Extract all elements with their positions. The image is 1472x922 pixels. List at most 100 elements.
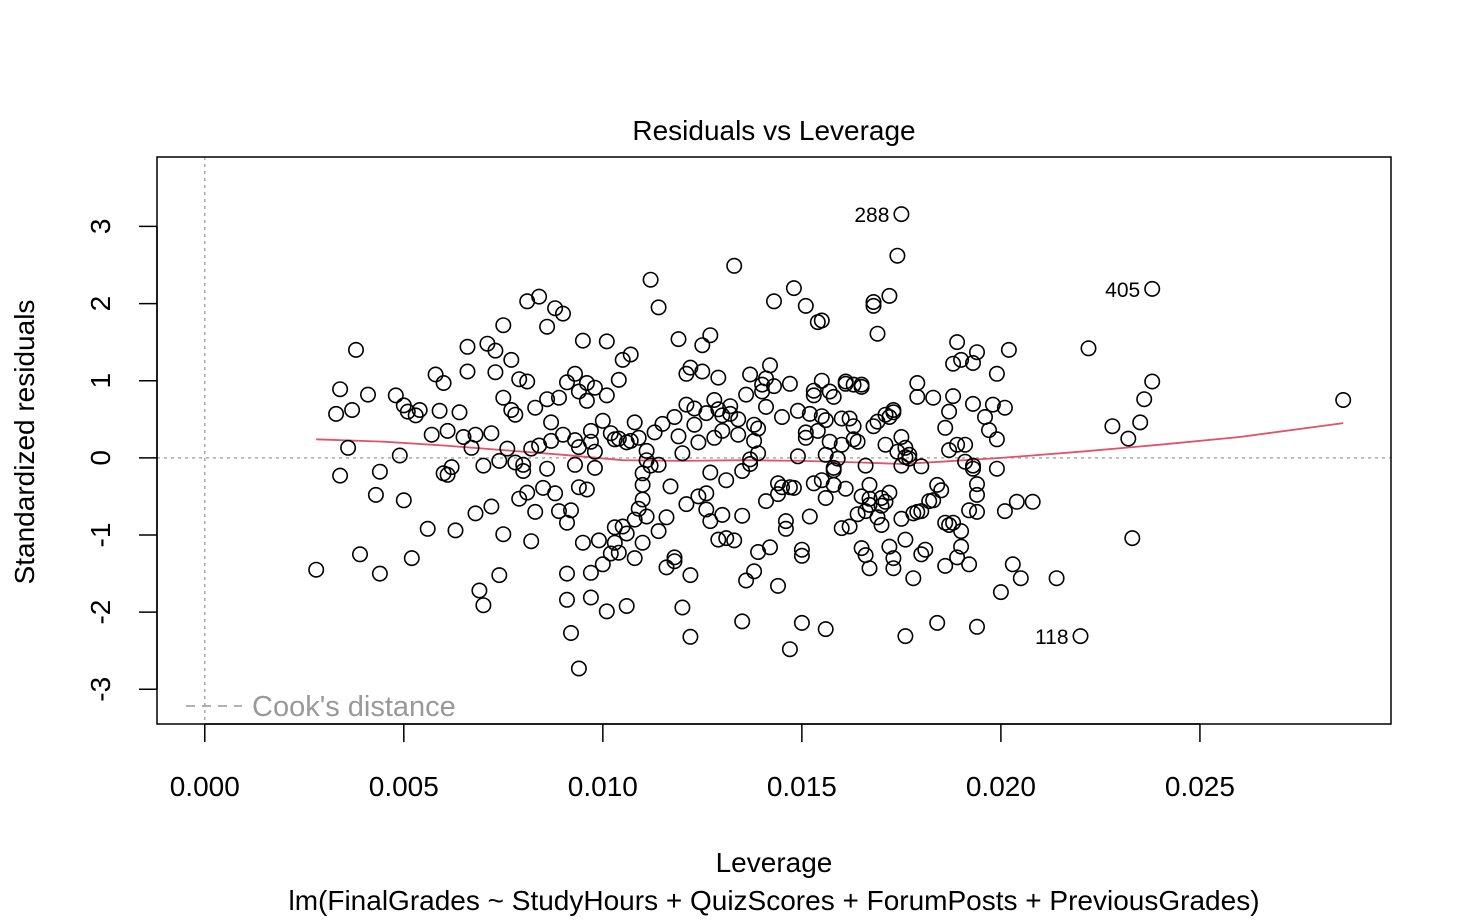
data-point: [897, 531, 914, 548]
data-point: [734, 507, 751, 524]
data-point: [805, 387, 822, 404]
data-point: [507, 454, 524, 471]
data-point: [399, 403, 416, 420]
data-point: [801, 508, 818, 525]
data-point: [964, 460, 981, 477]
data-point: [702, 327, 719, 344]
data-point: [582, 433, 599, 450]
data-point: [773, 479, 790, 496]
data-point: [491, 452, 508, 469]
data-point: [885, 401, 902, 418]
x-tick-label: 0.005: [369, 771, 439, 802]
data-point: [471, 582, 488, 599]
data-point: [722, 398, 739, 415]
data-point: [670, 331, 687, 348]
data-point: [793, 547, 810, 564]
data-point: [547, 485, 564, 502]
data-point: [539, 318, 556, 335]
data-point: [1132, 414, 1149, 431]
data-point: [785, 479, 802, 496]
data-point: [785, 280, 802, 297]
data-point: [873, 489, 890, 506]
data-point: [1144, 373, 1161, 390]
x-tick-label: 0.015: [767, 771, 837, 802]
data-point: [761, 539, 778, 556]
data-point: [929, 614, 946, 631]
data-point: [359, 386, 376, 403]
data-point: [666, 553, 683, 570]
data-point-288: [893, 206, 910, 223]
data-point: [483, 498, 500, 515]
data-point: [988, 431, 1005, 448]
data-point: [666, 408, 683, 425]
data-point: [1136, 391, 1153, 408]
data-point: [678, 496, 695, 513]
x-axis: 0.000 0.005 0.010 0.015 0.020 0.025: [170, 723, 1235, 802]
data-point: [1080, 340, 1097, 357]
y-tick-label: 2: [85, 296, 116, 312]
data-point: [634, 534, 651, 551]
data-point: [574, 534, 591, 551]
data-point: [1024, 493, 1041, 510]
y-tick-label: -1: [85, 523, 116, 548]
data-point: [877, 406, 894, 423]
data-point: [570, 660, 587, 677]
data-point: [554, 305, 571, 322]
data-point: [964, 354, 981, 371]
data-point: [949, 334, 966, 351]
data-point: [487, 364, 504, 381]
data-point: [897, 628, 914, 645]
data-point: [996, 399, 1013, 416]
data-point: [885, 550, 902, 567]
data-point: [527, 399, 544, 416]
data-point: [558, 374, 575, 391]
data-point: [905, 570, 922, 587]
smoother-layer: [316, 422, 1344, 465]
data-point: [495, 526, 512, 543]
data-point: [686, 416, 703, 433]
data-point: [1008, 493, 1025, 510]
data-point: [817, 412, 834, 429]
data-point: [531, 288, 548, 305]
data-point: [411, 401, 428, 418]
model-formula-sublabel: lm(FinalGrades ~ StudyHours + QuizScores…: [288, 885, 1259, 916]
data-point: [726, 257, 743, 274]
data-point-118: [1072, 628, 1089, 645]
data-point: [901, 450, 918, 467]
data-point: [547, 300, 564, 317]
data-point: [865, 293, 882, 310]
data-point: [968, 344, 985, 361]
data-point: [690, 488, 707, 505]
data-point: [722, 405, 739, 422]
data-point: [738, 386, 755, 403]
data-point: [638, 442, 655, 459]
data-point: [1104, 418, 1121, 435]
data-point: [817, 621, 834, 638]
data-point: [347, 341, 364, 358]
data-point: [610, 371, 627, 388]
data-point: [809, 422, 826, 439]
y-axis: -3 -2 -1 0 1 2 3: [85, 219, 158, 702]
data-point: [793, 614, 810, 631]
data-point: [431, 402, 448, 419]
data-point: [937, 557, 954, 574]
data-point: [543, 414, 560, 431]
data-point: [371, 463, 388, 480]
data-point: [941, 403, 958, 420]
data-point: [423, 426, 440, 443]
data-point: [865, 297, 882, 314]
data-point: [968, 618, 985, 635]
data-point: [933, 482, 950, 499]
legend-cooks-distance: Cook's distance: [252, 691, 456, 723]
data-point: [889, 247, 906, 264]
data-point: [761, 357, 778, 374]
data-point: [773, 408, 790, 425]
data-point: [626, 511, 643, 528]
data-point: [945, 355, 962, 372]
data-point: [610, 430, 627, 447]
data-point: [690, 434, 707, 451]
data-point: [925, 492, 942, 509]
data-point: [662, 478, 679, 495]
data-point: [750, 420, 767, 437]
